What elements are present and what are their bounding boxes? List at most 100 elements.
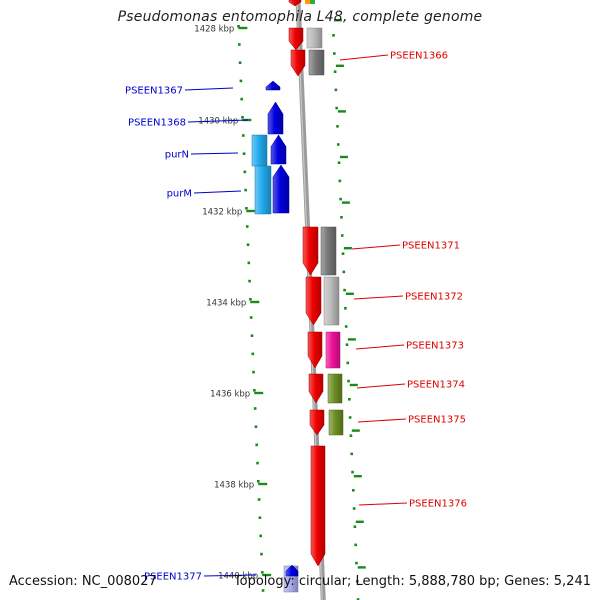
ruler-dot <box>343 288 346 292</box>
ruler-tick-right <box>349 383 358 387</box>
ruler-dot <box>333 70 337 73</box>
leader-line <box>355 344 405 350</box>
gene-block-pseen1374-cog <box>327 373 343 404</box>
ruler-dot <box>250 334 254 337</box>
gene-arrow-pseen1368 <box>267 101 284 135</box>
ruler-tick-right <box>337 110 346 113</box>
gene-label-forward: PSEEN1367 <box>125 86 234 97</box>
ruler-dot <box>241 134 245 137</box>
ruler-dot <box>352 489 355 492</box>
leader-line <box>339 54 389 61</box>
gene-label-text: PSEEN1367 <box>125 86 183 97</box>
gene-label-text: purN <box>165 150 189 161</box>
gene-arrow-pseen1365 <box>288 27 304 51</box>
accession-text: Accession: NC_008027 <box>9 574 157 589</box>
leader-line <box>187 119 249 123</box>
genome-summary-text: Topology: circular; Length: 5,888,780 bp… <box>233 574 591 589</box>
ruler-tick-label: 1440 kbp <box>218 572 258 582</box>
ruler-dot <box>243 170 247 174</box>
gene-block-orange <box>305 0 310 4</box>
gene-block-green <box>310 0 315 4</box>
ruler-dot <box>344 325 348 328</box>
ruler-label-group: 1428 kbp <box>194 25 248 35</box>
ruler-dot <box>240 97 243 101</box>
gene-label-text: PSEEN1366 <box>390 51 448 62</box>
ruler-tick-label: 1438 kbp <box>214 481 254 491</box>
ruler-label-group: 1434 kbp <box>206 299 260 309</box>
gene-block-pseen1365-cog <box>306 27 323 49</box>
gene-label-text: PSEEN1376 <box>409 499 467 510</box>
gene-label-forward: PSEEN1377 <box>144 572 257 583</box>
ruler-dot <box>340 234 344 237</box>
gene-label-forward: purM <box>167 189 242 200</box>
ruler-dot <box>253 407 257 410</box>
ruler-tick-right <box>345 292 354 295</box>
gene-label-reverse: PSEEN1374 <box>356 380 465 391</box>
ruler-major-tick <box>238 26 248 30</box>
gene-label-reverse: PSEEN1376 <box>358 499 467 510</box>
ruler-dot <box>258 516 262 519</box>
gene-block-pseen1373-cog <box>325 331 341 369</box>
ruler-dot <box>257 498 261 501</box>
ruler-dot <box>249 298 252 301</box>
ruler-tick-right <box>353 475 362 478</box>
ruler-tick-right <box>339 155 348 159</box>
ruler-tick-right <box>335 64 344 67</box>
ruler-dot <box>247 261 251 265</box>
genome-title: Pseudomonas entomophila L48, complete ge… <box>117 9 483 25</box>
ruler-dot <box>238 43 241 46</box>
ruler-dot <box>256 461 259 465</box>
ruler-label-group: 1440 kbp <box>218 572 272 582</box>
ruler-dot <box>334 88 338 92</box>
leader-line <box>351 244 401 250</box>
ruler-dot <box>338 179 342 183</box>
ruler-dot <box>259 534 262 538</box>
ruler-dot <box>348 416 352 419</box>
ruler-dot <box>238 61 242 64</box>
gene-label-text: PSEEN1372 <box>405 292 463 303</box>
ruler-dot <box>342 270 346 274</box>
ruler-ticks <box>237 19 366 600</box>
ruler-label-group: 1432 kbp <box>202 208 256 218</box>
leader-line <box>356 383 406 389</box>
gene-arrow-pseen1372 <box>305 276 322 326</box>
gene-block-pseen1371-cog <box>320 226 337 276</box>
ruler-tick-label: 1428 kbp <box>194 25 234 35</box>
gene-label-text: PSEEN1375 <box>408 415 466 426</box>
ruler-dot <box>336 125 339 128</box>
ruler-dot <box>237 25 240 28</box>
gene-block-pseen1366-cog <box>308 49 325 76</box>
gene-label-text: PSEEN1373 <box>406 341 464 352</box>
ruler-tick-right <box>355 520 364 523</box>
ruler-tick-right <box>347 338 356 341</box>
ruler-dot <box>337 161 341 164</box>
ruler-dot <box>353 525 357 528</box>
ruler-dot <box>257 480 260 483</box>
ruler-dot <box>355 580 359 583</box>
gene-label-reverse: PSEEN1366 <box>339 51 448 62</box>
gene-label-text: purM <box>167 189 192 200</box>
leader-line <box>353 295 404 300</box>
ruler-dot <box>355 561 358 565</box>
ruler-label-group: 1438 kbp <box>214 481 268 491</box>
ruler-major-tick <box>258 482 268 486</box>
ruler-dot <box>339 197 342 201</box>
gene-label-forward: purN <box>165 150 239 161</box>
gene-arrow-purm <box>272 164 290 214</box>
gene-block-pseen1375-cog <box>328 409 344 436</box>
gene-arrow-pseen1374 <box>308 373 324 404</box>
ruler-dot <box>248 279 251 283</box>
gene-arrow-pseen1367 <box>265 80 281 91</box>
ruler-dot <box>241 116 244 119</box>
gene-arrow-pseen1377 <box>285 564 299 577</box>
ruler-dot <box>351 470 354 474</box>
ruler-dot <box>260 552 263 556</box>
ruler-dot <box>356 598 360 600</box>
ruler-dot <box>251 352 255 356</box>
gene-arrow-pseen1373 <box>307 331 323 369</box>
ruler-dot <box>239 79 243 83</box>
gene-arrow-pseen1376 <box>310 445 326 567</box>
gene-label-text: PSEEN1371 <box>402 241 460 252</box>
leader-line <box>190 152 239 155</box>
